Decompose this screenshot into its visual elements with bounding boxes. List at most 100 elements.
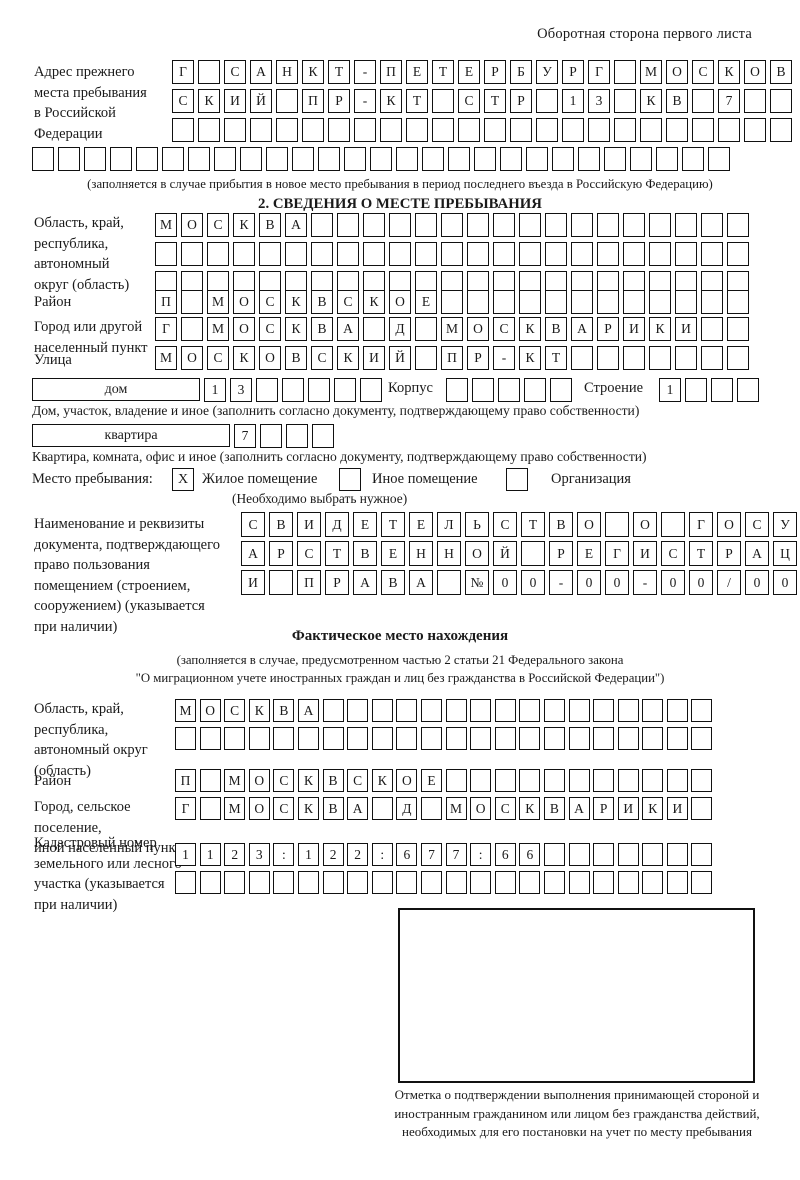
char-cell[interactable] [420, 871, 442, 894]
char-cell[interactable]: Г [588, 60, 610, 84]
char-cell[interactable] [614, 118, 636, 142]
char-cell[interactable] [593, 727, 615, 750]
char-cell[interactable]: К [297, 797, 319, 820]
char-cell[interactable] [415, 242, 437, 266]
char-cell[interactable] [371, 727, 393, 750]
char-cell[interactable] [172, 118, 194, 142]
char-cell[interactable] [181, 290, 203, 314]
char-cell[interactable] [276, 89, 298, 113]
char-cell[interactable] [510, 118, 532, 142]
char-cell[interactable] [543, 843, 565, 866]
char-cell[interactable] [593, 699, 615, 722]
char-cell[interactable] [597, 290, 619, 314]
char-cell[interactable]: Е [353, 512, 377, 537]
char-cell[interactable] [445, 699, 467, 722]
char-cell[interactable] [568, 769, 590, 792]
char-cell[interactable]: 1 [297, 843, 319, 866]
char-cell[interactable]: 6 [494, 843, 516, 866]
char-cell[interactable] [484, 118, 506, 142]
char-cell[interactable]: Т [545, 346, 567, 370]
char-cell[interactable] [432, 118, 454, 142]
char-cell[interactable] [347, 871, 369, 894]
char-cell[interactable]: 1 [175, 843, 196, 866]
char-cell[interactable] [666, 871, 688, 894]
char-cell[interactable] [58, 147, 80, 171]
char-cell[interactable]: Й [493, 541, 517, 566]
char-cell[interactable]: К [640, 89, 662, 113]
char-cell[interactable]: 0 [689, 570, 713, 595]
char-cell[interactable]: Д [325, 512, 349, 537]
char-cell[interactable] [691, 843, 713, 866]
char-cell[interactable]: Б [510, 60, 532, 84]
char-cell[interactable]: О [470, 797, 492, 820]
char-cell[interactable] [666, 699, 688, 722]
char-cell[interactable]: Р [717, 541, 741, 566]
char-cell[interactable] [727, 242, 749, 266]
char-cell[interactable]: К [302, 60, 324, 84]
char-cell[interactable] [441, 242, 463, 266]
char-cell[interactable] [446, 378, 468, 402]
char-cell[interactable] [661, 512, 685, 537]
char-cell[interactable]: Е [420, 769, 442, 792]
document-row-1[interactable]: СВИДЕТЕЛЬСТВООГОСУД [241, 512, 800, 537]
stroenie-cells[interactable]: 1 [659, 378, 763, 402]
confirmation-stamp-box[interactable] [398, 908, 755, 1083]
char-cell[interactable]: В [311, 290, 333, 314]
char-cell[interactable]: 1 [204, 378, 226, 402]
char-cell[interactable] [701, 213, 723, 237]
char-cell[interactable] [675, 290, 697, 314]
char-cell[interactable]: К [248, 699, 270, 722]
char-cell[interactable] [371, 699, 393, 722]
char-cell[interactable]: П [297, 570, 321, 595]
char-cell[interactable]: С [207, 213, 229, 237]
char-cell[interactable] [322, 727, 344, 750]
char-cell[interactable] [269, 570, 293, 595]
char-cell[interactable] [593, 843, 615, 866]
char-cell[interactable] [519, 727, 541, 750]
char-cell[interactable] [666, 727, 688, 750]
char-cell[interactable] [494, 871, 516, 894]
char-cell[interactable]: 0 [493, 570, 517, 595]
char-cell[interactable]: М [207, 290, 229, 314]
char-cell[interactable]: С [241, 512, 265, 537]
char-cell[interactable]: О [233, 290, 255, 314]
char-cell[interactable] [593, 871, 615, 894]
char-cell[interactable]: А [297, 699, 319, 722]
char-cell[interactable]: Г [172, 60, 194, 84]
char-cell[interactable]: В [666, 89, 688, 113]
char-cell[interactable]: С [493, 512, 517, 537]
char-cell[interactable]: А [568, 797, 590, 820]
char-cell[interactable]: 0 [577, 570, 601, 595]
char-cell[interactable] [199, 769, 221, 792]
checkbox-residential[interactable]: X [172, 468, 194, 491]
char-cell[interactable]: : [273, 843, 295, 866]
char-cell[interactable]: И [297, 512, 321, 537]
char-cell[interactable] [389, 242, 411, 266]
char-cell[interactable]: 2 [347, 843, 369, 866]
char-cell[interactable]: 3 [588, 89, 610, 113]
char-cell[interactable] [614, 60, 636, 84]
char-cell[interactable]: К [519, 797, 541, 820]
char-cell[interactable] [181, 242, 203, 266]
char-cell[interactable]: 7 [234, 424, 256, 448]
char-cell[interactable]: О [666, 60, 688, 84]
char-cell[interactable] [562, 118, 584, 142]
char-cell[interactable] [617, 871, 639, 894]
char-cell[interactable] [568, 699, 590, 722]
char-cell[interactable] [256, 378, 278, 402]
char-cell[interactable]: С [458, 89, 480, 113]
checkbox-organization[interactable] [506, 468, 528, 491]
char-cell[interactable] [441, 290, 463, 314]
char-cell[interactable]: И [617, 797, 639, 820]
char-cell[interactable]: К [337, 346, 359, 370]
region-row-3[interactable] [155, 271, 753, 295]
char-cell[interactable]: Н [409, 541, 433, 566]
char-cell[interactable]: О [717, 512, 741, 537]
char-cell[interactable] [198, 60, 220, 84]
char-cell[interactable]: С [207, 346, 229, 370]
char-cell[interactable]: 7 [420, 843, 442, 866]
char-cell[interactable] [422, 147, 444, 171]
char-cell[interactable]: О [465, 541, 489, 566]
